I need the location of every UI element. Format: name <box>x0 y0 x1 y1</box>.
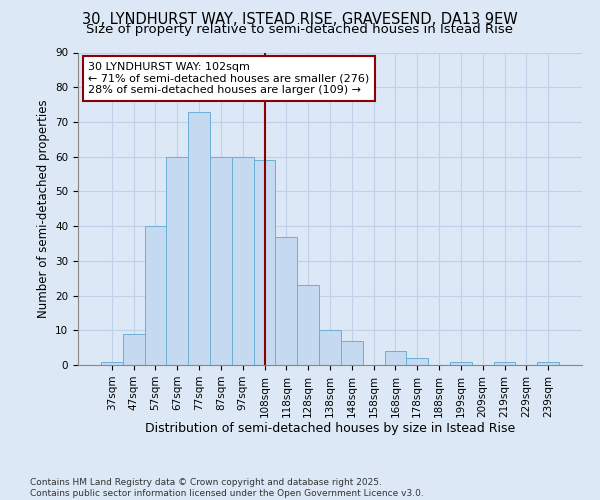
Text: 30, LYNDHURST WAY, ISTEAD RISE, GRAVESEND, DA13 9EW: 30, LYNDHURST WAY, ISTEAD RISE, GRAVESEN… <box>82 12 518 28</box>
Text: 30 LYNDHURST WAY: 102sqm
← 71% of semi-detached houses are smaller (276)
28% of : 30 LYNDHURST WAY: 102sqm ← 71% of semi-d… <box>88 62 370 95</box>
Bar <box>188 112 210 365</box>
Bar <box>341 340 363 365</box>
Bar <box>232 156 254 365</box>
Bar <box>319 330 341 365</box>
X-axis label: Distribution of semi-detached houses by size in Istead Rise: Distribution of semi-detached houses by … <box>145 422 515 436</box>
Bar <box>123 334 145 365</box>
Text: Contains HM Land Registry data © Crown copyright and database right 2025.
Contai: Contains HM Land Registry data © Crown c… <box>30 478 424 498</box>
Bar <box>537 362 559 365</box>
Bar <box>297 285 319 365</box>
Bar <box>101 362 123 365</box>
Bar <box>166 156 188 365</box>
Bar <box>494 362 515 365</box>
Bar <box>210 156 232 365</box>
Bar <box>145 226 166 365</box>
Bar <box>254 160 275 365</box>
Y-axis label: Number of semi-detached properties: Number of semi-detached properties <box>37 100 50 318</box>
Bar <box>406 358 428 365</box>
Text: Size of property relative to semi-detached houses in Istead Rise: Size of property relative to semi-detach… <box>86 22 514 36</box>
Bar <box>275 236 297 365</box>
Bar <box>450 362 472 365</box>
Bar <box>385 351 406 365</box>
